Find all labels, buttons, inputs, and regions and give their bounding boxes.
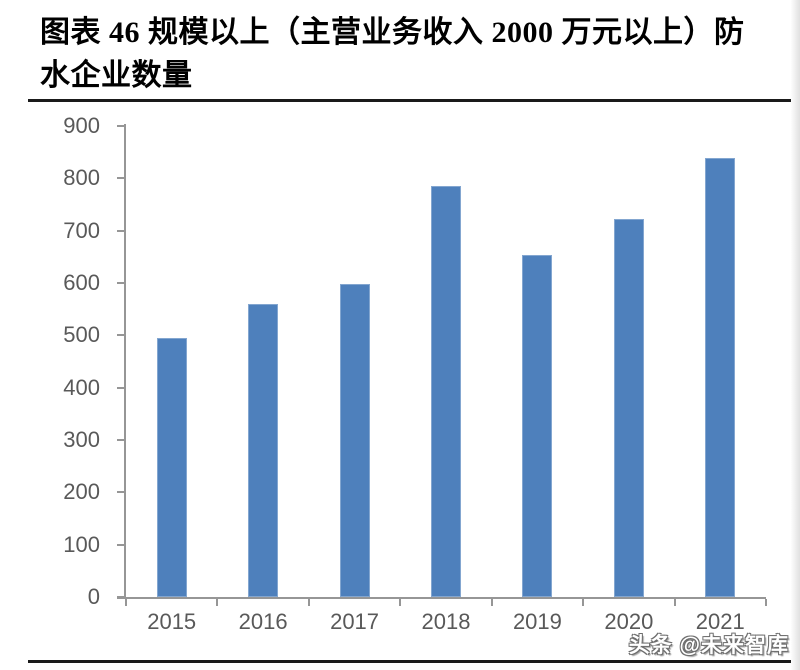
bar-2020 <box>613 218 644 597</box>
y-axis-tick <box>117 125 124 127</box>
x-axis-tick <box>125 599 127 606</box>
figure-title-line1: 图表 46 规模以上（主营业务收入 2000 万元以上）防 <box>40 16 745 49</box>
x-axis-tick <box>765 599 767 606</box>
x-axis-tick <box>307 599 310 606</box>
y-axis-tick <box>117 229 124 232</box>
y-tick-label-800: 800 <box>63 165 100 191</box>
y-axis-tick <box>117 543 124 546</box>
y-axis-tick <box>117 439 124 441</box>
y-tick-label-400: 400 <box>63 374 100 400</box>
x-tick-label-2015: 2015 <box>147 609 197 634</box>
y-axis-tick <box>117 386 124 389</box>
y-axis-tick <box>117 177 124 180</box>
y-tick-label-500: 500 <box>63 322 100 348</box>
y-axis-line <box>124 124 126 599</box>
x-tick-label-2016: 2016 <box>238 609 288 634</box>
x-axis-tick <box>490 599 493 606</box>
y-tick-label-700: 700 <box>63 217 100 243</box>
x-axis-tick <box>399 599 402 606</box>
x-axis-line <box>117 597 766 599</box>
figure-title-line2: 水企业数量 <box>40 59 193 92</box>
x-axis-tick <box>673 599 676 606</box>
bar-2021 <box>705 158 736 597</box>
bar-2017 <box>339 284 370 597</box>
watermark: 头条 @未来智库 <box>628 634 789 657</box>
x-axis-tick <box>582 599 585 606</box>
x-tick-label-2020: 2020 <box>604 609 654 634</box>
y-tick-label-900: 900 <box>63 113 100 138</box>
y-axis-tick <box>117 282 124 284</box>
y-axis-tick <box>117 334 124 337</box>
y-tick-label-300: 300 <box>63 427 100 452</box>
y-axis-tick <box>117 596 124 598</box>
page-edge-shade <box>791 0 800 670</box>
y-tick-label-100: 100 <box>63 531 100 557</box>
bar-2015 <box>156 337 187 597</box>
x-axis-tick <box>216 599 219 606</box>
bottom-divider-line <box>28 660 793 663</box>
bar-2016 <box>248 303 279 597</box>
figure-title: 图表 46 规模以上（主营业务收入 2000 万元以上）防 水企业数量 <box>40 11 780 97</box>
y-tick-label-600: 600 <box>63 270 100 295</box>
y-tick-label-0: 0 <box>87 584 100 609</box>
bar-2019 <box>522 255 553 597</box>
x-tick-label-2019: 2019 <box>512 609 562 634</box>
bar-2018 <box>431 186 461 597</box>
x-tick-label-2018: 2018 <box>421 609 471 634</box>
x-tick-label-2021: 2021 <box>695 609 745 634</box>
x-tick-label-2017: 2017 <box>330 609 380 634</box>
y-axis-tick <box>117 491 124 494</box>
y-tick-label-200: 200 <box>63 479 100 505</box>
title-divider-line <box>28 99 793 102</box>
